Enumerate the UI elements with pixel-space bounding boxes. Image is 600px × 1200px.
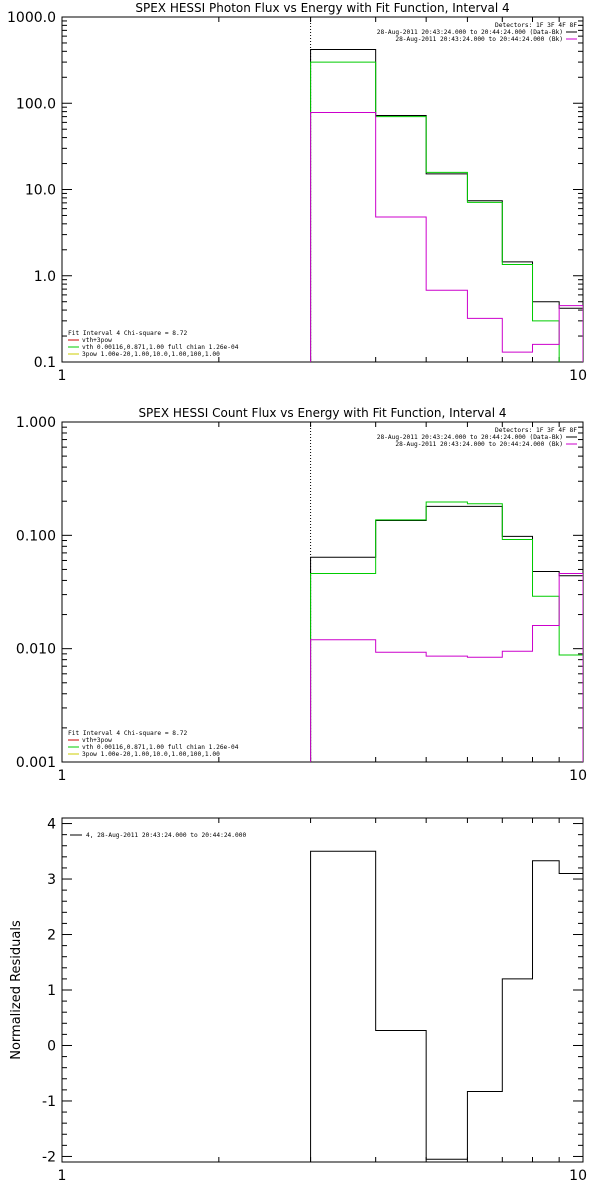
series-1-line (310, 505, 583, 762)
legend-entry: Detectors: 1F 3F 4F 8F (495, 427, 577, 434)
y-tick-label: 0 (47, 1038, 56, 1054)
y-tick-label: 4 (47, 817, 56, 833)
legend-entry: vth+3pow (82, 337, 112, 344)
data-layer (310, 422, 583, 762)
legend-entry: vth 0.00116,0.871,1.00 full chian 1.26e-… (82, 344, 239, 351)
x-tick-label: 10 (569, 1168, 587, 1184)
y-tick-label: 100.0 (16, 96, 56, 112)
x-tick-label: 10 (569, 368, 587, 384)
y-tick-label: 1.0 (34, 269, 56, 285)
legend-entry: 28-Aug-2011 20:43:24.000 to 20:44:24.000… (377, 29, 563, 36)
x-tick-label: 10 (569, 768, 587, 784)
series-1-line (310, 850, 583, 1162)
legend-entry: Detectors: 1F 3F 4F 8F (495, 22, 577, 29)
series-2-line (310, 501, 583, 762)
legend-entry: vth 0.00116,0.871,1.00 full chian 1.26e-… (82, 744, 239, 751)
data-layer (310, 850, 583, 1162)
plot-frame (61, 817, 584, 1163)
series-3-line (310, 112, 583, 362)
x-tick-label: 1 (58, 1168, 67, 1184)
legend-entry: 28-Aug-2011 20:43:24.000 to 20:44:24.000… (395, 441, 563, 448)
y-tick-label: 1.000 (16, 415, 56, 431)
chart-panel-1: SPEX HESSI Photon Flux vs Energy with Fi… (7, 1, 587, 384)
legend-entry: 3pow 1.00e-20,1.00,10.0,1.00,100,1.00 (82, 351, 220, 358)
y-axis-label: Normalized Residuals (9, 920, 24, 1060)
data-layer (310, 17, 583, 362)
chart-title: SPEX HESSI Photon Flux vs Energy with Fi… (135, 1, 509, 15)
legend-entry: 4, 28-Aug-2011 20:43:24.000 to 20:44:24.… (86, 832, 246, 839)
chart-panel-2: SPEX HESSI Count Flux vs Energy with Fit… (16, 406, 587, 784)
plot-frame (61, 421, 584, 763)
y-tick-label: 0.010 (16, 642, 56, 658)
series-2-line (310, 61, 560, 362)
y-tick-label: -2 (42, 1149, 56, 1165)
y-tick-label: 1 (47, 983, 56, 999)
legend-entry: 28-Aug-2011 20:43:24.000 to 20:44:24.000… (377, 434, 563, 441)
legend-entry: Fit Interval 4 Chi-square = 8.72 (68, 330, 187, 337)
series-1-line (310, 48, 583, 362)
chart-panel-3: 1 10 -2 -1 0 1 2 3 4 Normalized Residuals 4, 28-Au… (9, 817, 587, 1184)
chart-title: SPEX HESSI Count Flux vs Energy with Fit… (138, 406, 506, 420)
x-tick-label: 1 (58, 768, 67, 784)
y-tick-label: 3 (47, 872, 56, 888)
y-tick-label: 0.100 (16, 528, 56, 544)
y-tick-label: 10.0 (25, 183, 56, 199)
legend-entry: Fit Interval 4 Chi-square = 8.72 (68, 730, 187, 737)
legend-entry: 28-Aug-2011 20:43:24.000 to 20:44:24.000… (395, 36, 563, 43)
legend-entry: 3pow 1.00e-20,1.00,10.0,1.00,100,1.00 (82, 751, 220, 758)
plot-frame (61, 16, 584, 363)
y-tick-label: 1000.0 (7, 10, 56, 26)
series-3-line (310, 573, 583, 762)
y-tick-label: 0.1 (34, 355, 56, 371)
y-tick-label: 0.001 (16, 755, 56, 771)
x-tick-label: 1 (58, 368, 67, 384)
legend-entry: vth+3pow (82, 737, 112, 744)
y-tick-label: -1 (42, 1094, 56, 1110)
y-tick-label: 2 (47, 928, 56, 944)
